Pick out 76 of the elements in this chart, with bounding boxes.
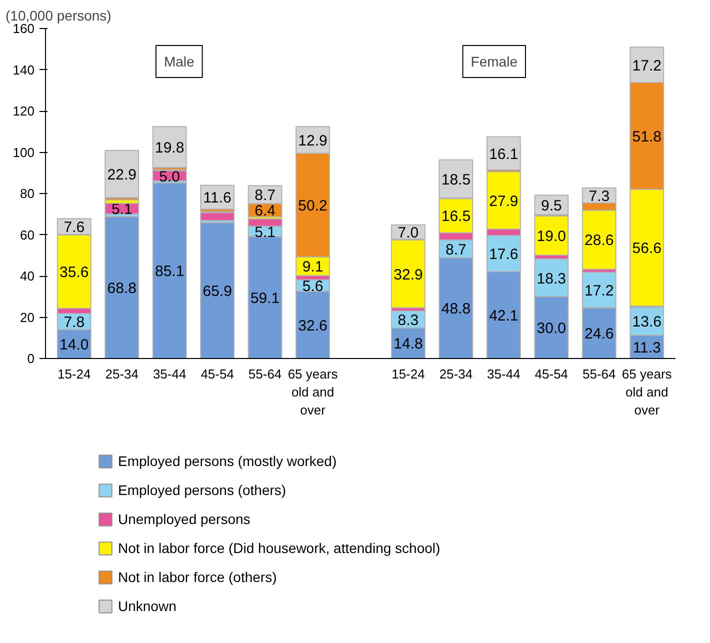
y-axis-title: (10,000 persons) xyxy=(6,8,112,24)
y-tick-label: 0 xyxy=(27,351,35,366)
data-label: 22.9 xyxy=(107,166,136,184)
data-label: 50.2 xyxy=(298,198,328,215)
data-label: 11.3 xyxy=(632,339,661,356)
data-label: 68.8 xyxy=(107,280,136,298)
legend-label: Not in labor force (Did housework, attending school) xyxy=(118,539,440,557)
data-label: 11.6 xyxy=(203,190,232,207)
data-label: 7.8 xyxy=(64,314,85,332)
data-label: 19.0 xyxy=(536,228,566,246)
data-label: 13.6 xyxy=(632,314,662,331)
data-label: 5.1 xyxy=(111,201,132,218)
y-tick-label: 140 xyxy=(12,62,35,78)
legend-label: Unemployed persons xyxy=(118,510,250,528)
data-label: 6.4 xyxy=(254,202,276,220)
data-label: 9.1 xyxy=(302,258,324,276)
data-label: 14.8 xyxy=(394,336,423,353)
data-label: 9.5 xyxy=(540,197,562,214)
data-label: 7.6 xyxy=(64,219,85,236)
data-label: 32.6 xyxy=(298,317,328,334)
data-label: 8.7 xyxy=(446,241,466,258)
data-label: 14.0 xyxy=(60,336,89,354)
y-tick-label: 120 xyxy=(12,104,35,118)
data-label: 19.8 xyxy=(154,140,184,157)
x-tick-label: 45-54 xyxy=(534,366,568,382)
data-label: 8.7 xyxy=(254,187,276,204)
y-tick-label: 60 xyxy=(20,227,35,242)
data-label: 16.5 xyxy=(441,208,471,226)
data-label: 12.9 xyxy=(298,132,328,150)
x-tick-label: 65 years old and over xyxy=(622,366,672,418)
annotation: Male xyxy=(164,54,195,70)
data-label: 18.3 xyxy=(536,270,566,288)
data-label: 17.2 xyxy=(632,57,662,74)
data-label: 42.1 xyxy=(489,308,518,325)
x-tick-label: 55-64 xyxy=(248,366,282,382)
data-label: 5.6 xyxy=(302,278,324,295)
y-tick-label: 40 xyxy=(20,268,35,284)
x-tick-label: 65 years old and over xyxy=(288,366,338,418)
annotation: Female xyxy=(470,54,518,70)
data-label: 5.0 xyxy=(159,168,180,186)
data-label: 32.9 xyxy=(394,266,423,284)
data-label: 27.9 xyxy=(489,192,518,210)
data-label: 48.8 xyxy=(441,300,471,318)
x-tick-label: 45-54 xyxy=(200,366,234,382)
y-tick-label: 100 xyxy=(12,144,35,160)
data-label: 5.1 xyxy=(254,224,276,241)
y-tick-label: 160 xyxy=(12,21,35,36)
data-label: 65.9 xyxy=(202,283,232,300)
x-tick-label: 35-44 xyxy=(487,366,520,382)
data-label: 7.0 xyxy=(398,224,419,242)
data-label: 8.3 xyxy=(398,312,419,329)
data-label: 16.1 xyxy=(489,146,518,163)
data-label: 7.3 xyxy=(588,188,610,205)
data-label: 30.0 xyxy=(536,320,566,338)
data-label: 85.1 xyxy=(154,263,184,280)
data-label: 18.5 xyxy=(441,171,471,188)
x-tick-label: 25-34 xyxy=(439,366,473,382)
data-label: 17.2 xyxy=(584,282,614,300)
data-label: 35.6 xyxy=(60,264,89,282)
x-tick-label: 55-64 xyxy=(582,366,616,382)
data-label: 17.6 xyxy=(489,246,518,264)
x-tick-label: 25-34 xyxy=(105,366,138,382)
x-tick-label: 35-44 xyxy=(152,366,186,382)
data-label: 24.6 xyxy=(584,326,614,343)
y-tick-label: 20 xyxy=(20,310,35,325)
data-label: 28.6 xyxy=(584,232,614,250)
x-tick-label: 15-24 xyxy=(58,366,91,382)
y-tick-label: 80 xyxy=(20,186,35,201)
x-tick-label: 15-24 xyxy=(392,366,425,382)
data-label: 56.6 xyxy=(632,240,662,258)
legend-label: Unknown xyxy=(118,597,176,615)
data-label: 59.1 xyxy=(250,290,280,308)
legend-label: Employed persons (mostly worked) xyxy=(118,452,337,470)
legend-label: Employed persons (others) xyxy=(118,481,286,499)
legend-label: Not in labor force (others) xyxy=(118,568,277,586)
data-label: 51.8 xyxy=(632,128,662,146)
